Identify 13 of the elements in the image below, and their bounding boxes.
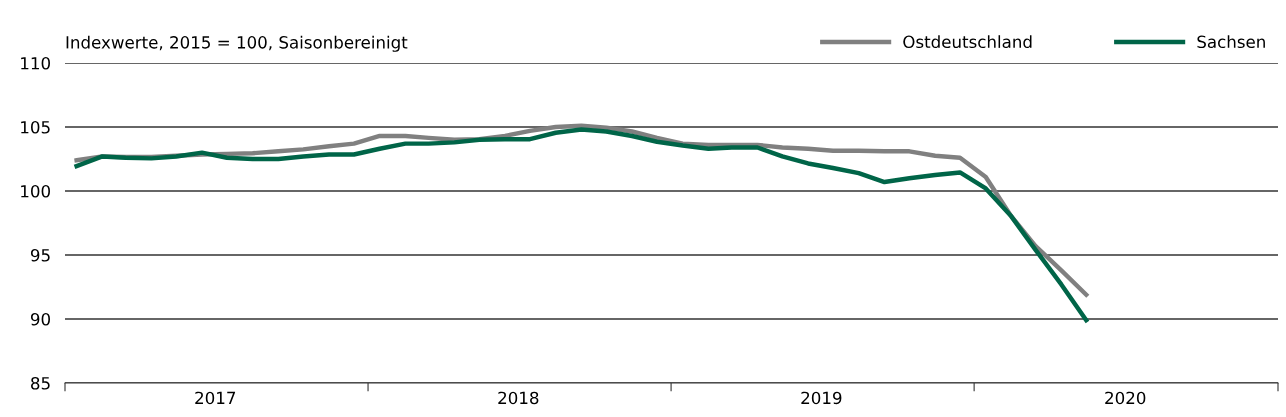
- y-tick-label: 105: [21, 120, 50, 134]
- legend-label: Ostdeutschland: [903, 35, 1032, 49]
- y-tick-label: 85: [31, 376, 50, 390]
- legend-label: Sachsen: [1197, 35, 1265, 49]
- x-tick-label: 2017: [195, 391, 236, 405]
- y-tick-label: 100: [21, 184, 50, 198]
- y-tick-label: 90: [30, 312, 50, 326]
- x-tick-label: 2018: [498, 391, 539, 405]
- chart-title: Indexwerte, 2015 = 100, Saisonbereinigt: [66, 35, 408, 52]
- x-tick-label: 2019: [801, 391, 842, 405]
- y-tick-label: 95: [30, 248, 50, 262]
- y-tick-label: 110: [21, 56, 50, 70]
- x-tick-label: 2020: [1105, 391, 1146, 405]
